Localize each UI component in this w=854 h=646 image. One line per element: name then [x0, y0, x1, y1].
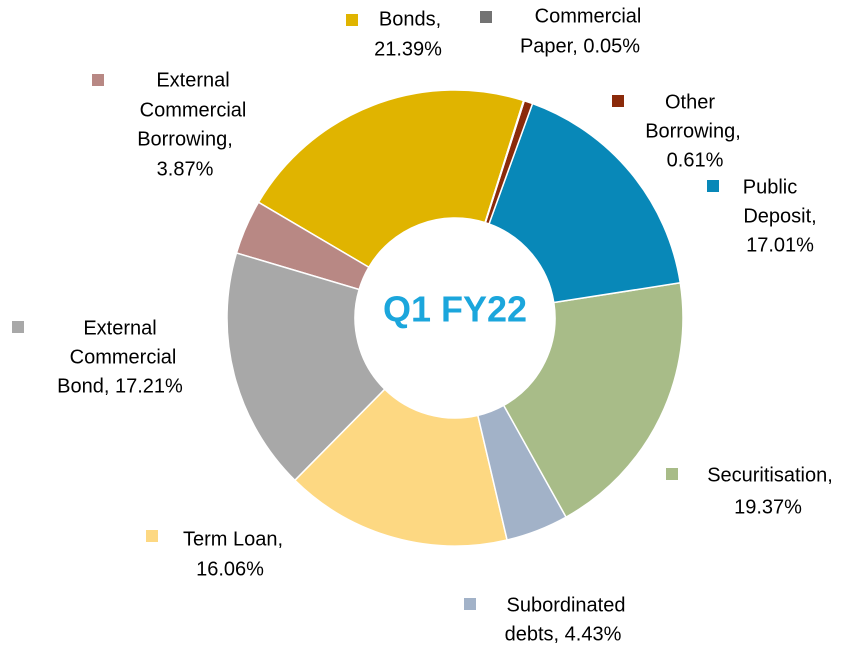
- data-label: Borrowing,: [137, 128, 233, 150]
- data-label: 21.39%: [374, 38, 442, 60]
- data-label: Commercial: [70, 346, 177, 368]
- data-label: Bonds,: [379, 8, 441, 30]
- labels: Commercial Paper, 0.05% Other Borrowing, 0.6…: [12, 5, 833, 645]
- legend-marker: [146, 530, 158, 542]
- data-label: debts, 4.43%: [505, 623, 622, 645]
- data-label: External: [83, 317, 156, 339]
- donut-segment: [488, 102, 682, 304]
- data-label: External: [156, 69, 229, 91]
- data-label: 17.01%: [746, 234, 814, 256]
- data-label: Commercial: [140, 99, 247, 121]
- donut-segment: [502, 281, 684, 519]
- donut-segment: [235, 201, 370, 291]
- data-label: Subordinated: [507, 594, 626, 616]
- data-label: Bond, 17.21%: [57, 375, 183, 397]
- donut-segment: [226, 252, 386, 482]
- data-label: Commercial: [535, 5, 642, 27]
- donut-segment: [293, 388, 508, 547]
- center-label: Q1 FY22: [383, 289, 527, 330]
- legend-marker: [92, 74, 104, 86]
- data-label: Paper, 0.05%: [520, 35, 640, 57]
- legend-marker: [12, 321, 24, 333]
- legend-marker: [480, 11, 492, 23]
- data-label: Public: [743, 176, 797, 198]
- data-label: Borrowing,: [645, 120, 741, 142]
- legend-marker: [346, 14, 358, 26]
- legend-marker: [666, 468, 678, 480]
- data-label: 0.61%: [667, 149, 724, 171]
- legend-marker: [612, 95, 624, 107]
- data-label: 3.87%: [157, 158, 214, 180]
- donut-segment: [257, 89, 525, 269]
- data-label: Term Loan,: [183, 528, 283, 550]
- data-label: Deposit,: [743, 205, 816, 227]
- legend-marker: [464, 598, 476, 610]
- legend-marker: [707, 180, 719, 192]
- donut-segment: [476, 404, 568, 541]
- data-label: Other: [665, 91, 715, 113]
- data-label: 19.37%: [734, 496, 802, 518]
- data-label: 16.06%: [196, 558, 264, 580]
- donut-segment: [484, 99, 526, 224]
- data-label: Securitisation,: [707, 464, 833, 486]
